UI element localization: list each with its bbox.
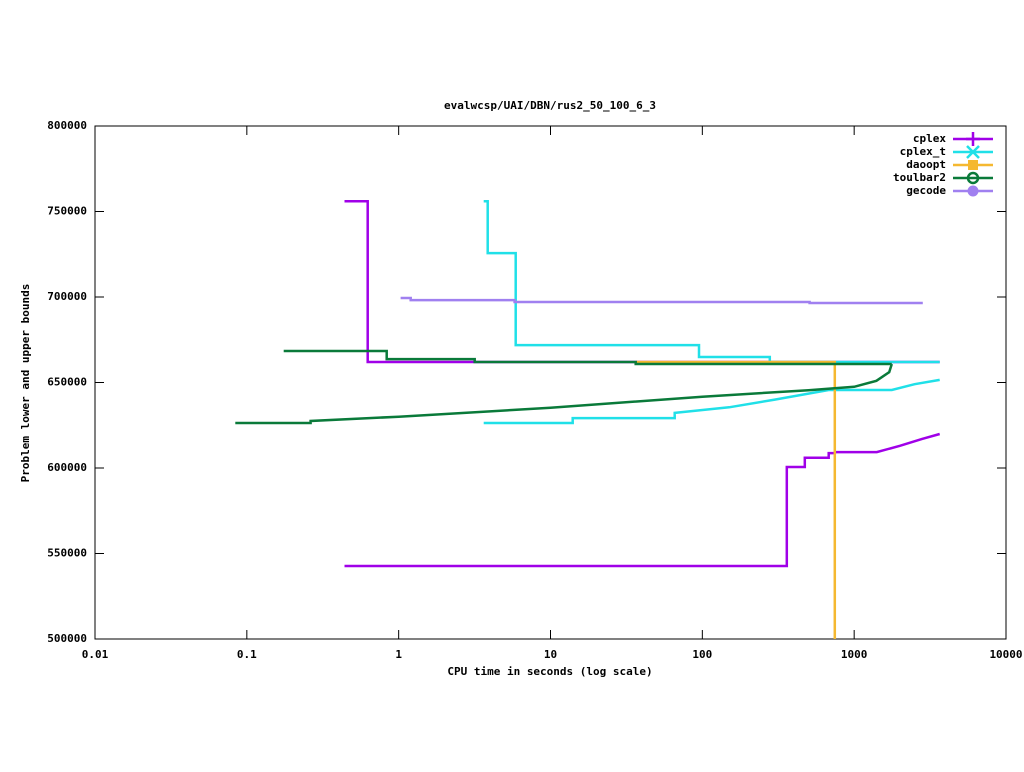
legend-marker — [967, 185, 979, 197]
legend-label: gecode — [906, 184, 946, 197]
legend-label: cplex — [913, 132, 946, 145]
y-tick-label: 650000 — [47, 376, 87, 389]
x-tick-label: 0.1 — [237, 648, 257, 661]
x-tick-label: 0.01 — [82, 648, 109, 661]
y-tick-label: 500000 — [47, 632, 87, 645]
legend-marker — [966, 132, 980, 146]
x-axis-label: CPU time in seconds (log scale) — [447, 665, 652, 678]
x-tick-label: 1 — [395, 648, 402, 661]
y-tick-label: 600000 — [47, 461, 87, 474]
legend-marker — [968, 160, 978, 170]
x-tick-label: 100 — [692, 648, 712, 661]
y-tick-label: 550000 — [47, 547, 87, 560]
y-tick-label: 800000 — [47, 119, 87, 132]
x-tick-label: 10000 — [989, 648, 1022, 661]
x-tick-label: 1000 — [841, 648, 868, 661]
legend-marker — [966, 171, 980, 185]
x-tick-label: 10 — [544, 648, 557, 661]
series-line — [483, 199, 940, 425]
legend-label: daoopt — [906, 158, 946, 171]
y-tick-label: 700000 — [47, 290, 87, 303]
series-line — [400, 296, 923, 305]
series-line — [344, 199, 941, 568]
series-line — [235, 349, 893, 425]
y-tick-label: 750000 — [47, 205, 87, 218]
chart-title: evalwcsp/UAI/DBN/rus2_50_100_6_3 — [444, 99, 656, 112]
legend-label: toulbar2 — [893, 171, 946, 184]
legend-label: cplex_t — [900, 145, 946, 158]
legend-marker — [966, 145, 980, 159]
y-axis-label: Problem lower and upper bounds — [19, 284, 32, 483]
series-line — [635, 360, 837, 639]
